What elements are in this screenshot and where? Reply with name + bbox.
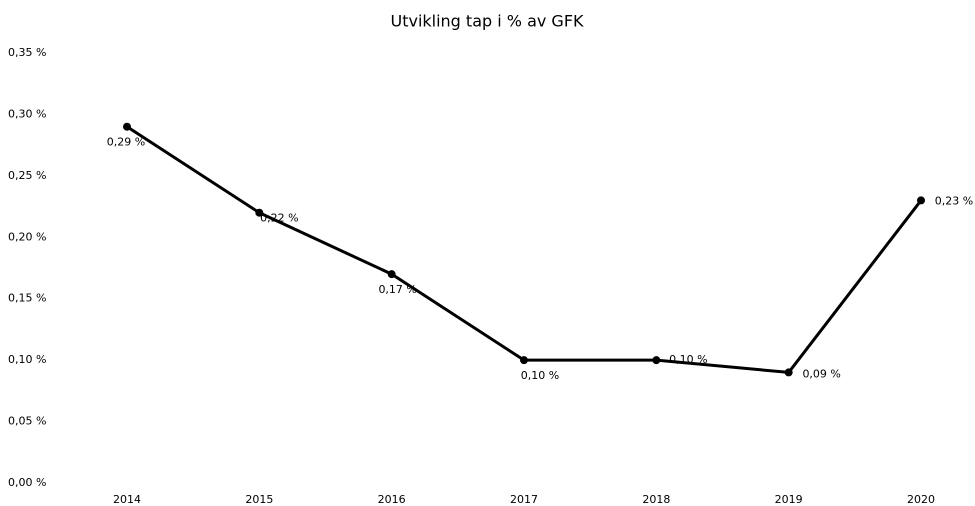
x-tick-label: 2014 <box>113 493 141 506</box>
y-tick-label: 0,05 % <box>8 415 46 428</box>
point <box>652 356 661 365</box>
x-tick-label: 2016 <box>378 493 406 506</box>
x-tick-label: 2015 <box>245 493 273 506</box>
y-tick-label: 0,20 % <box>8 230 46 243</box>
line <box>126 125 923 374</box>
point <box>387 270 396 279</box>
y-tick-label: 0,30 % <box>8 107 46 120</box>
y-tick-label: 0,10 % <box>8 353 46 366</box>
data-label: 0,23 % <box>935 194 973 207</box>
point <box>784 368 793 377</box>
x-tick-label: 2019 <box>775 493 803 506</box>
y-tick-label: 0,00 % <box>8 476 46 489</box>
point <box>520 356 528 365</box>
data-label: 0,29 % <box>107 136 145 149</box>
x-tick-label: 2020 <box>907 493 935 506</box>
y-tick-label: 0,35 % <box>8 46 46 59</box>
x-tick-label: 2017 <box>510 493 538 506</box>
point <box>123 122 131 131</box>
data-label: 0,17 % <box>378 283 416 296</box>
y-tick-label: 0,15 % <box>8 292 46 305</box>
data-label: 0,22 % <box>260 212 298 225</box>
data-label: 0,10 % <box>669 353 707 366</box>
data-label: 0,10 % <box>521 369 559 382</box>
point <box>255 208 264 217</box>
data-label: 0,09 % <box>802 367 840 380</box>
point <box>917 196 925 205</box>
y-tick-label: 0,25 % <box>8 169 46 182</box>
chart-title: Utvikling tap i % av GFK <box>390 12 584 31</box>
x-tick-label: 2018 <box>642 493 670 506</box>
